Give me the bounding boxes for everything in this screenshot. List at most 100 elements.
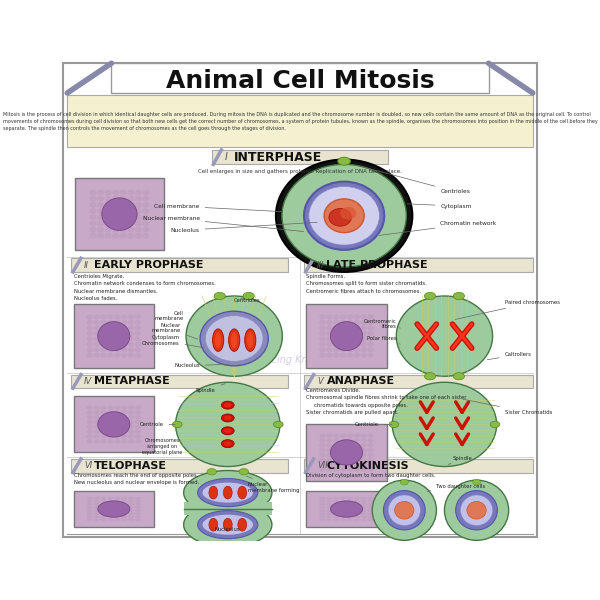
- Ellipse shape: [134, 410, 141, 415]
- Ellipse shape: [326, 509, 332, 512]
- Text: Nucleolus: Nucleolus: [170, 223, 317, 233]
- Ellipse shape: [347, 506, 353, 509]
- Ellipse shape: [114, 503, 121, 506]
- Ellipse shape: [326, 462, 332, 467]
- Ellipse shape: [114, 512, 121, 515]
- Ellipse shape: [353, 462, 360, 467]
- Ellipse shape: [333, 314, 340, 319]
- Ellipse shape: [319, 457, 326, 462]
- Ellipse shape: [319, 443, 326, 448]
- Ellipse shape: [424, 292, 436, 299]
- Ellipse shape: [112, 190, 119, 196]
- Ellipse shape: [107, 512, 113, 515]
- Ellipse shape: [326, 325, 332, 331]
- Ellipse shape: [205, 316, 263, 361]
- Ellipse shape: [333, 320, 340, 325]
- Ellipse shape: [247, 332, 253, 348]
- Ellipse shape: [127, 202, 134, 208]
- Ellipse shape: [340, 457, 346, 462]
- Ellipse shape: [89, 202, 97, 208]
- Ellipse shape: [134, 342, 141, 347]
- Bar: [304, 374, 533, 388]
- Ellipse shape: [142, 196, 149, 202]
- Ellipse shape: [94, 430, 100, 434]
- Ellipse shape: [319, 448, 326, 452]
- Ellipse shape: [340, 438, 346, 443]
- Text: Spindle: Spindle: [448, 455, 472, 464]
- Ellipse shape: [340, 325, 346, 331]
- Ellipse shape: [333, 342, 340, 347]
- Ellipse shape: [100, 430, 107, 434]
- Ellipse shape: [197, 479, 258, 506]
- Ellipse shape: [202, 482, 253, 503]
- Ellipse shape: [361, 457, 367, 462]
- Ellipse shape: [128, 506, 134, 509]
- Text: Cell enlarges in size and gathers proteins. Replication of DNA takes place.: Cell enlarges in size and gathers protei…: [198, 169, 402, 174]
- Ellipse shape: [119, 221, 127, 226]
- Ellipse shape: [119, 196, 127, 202]
- Ellipse shape: [367, 515, 374, 518]
- Ellipse shape: [340, 342, 346, 347]
- Ellipse shape: [100, 342, 107, 347]
- Ellipse shape: [94, 509, 100, 512]
- Ellipse shape: [319, 500, 326, 503]
- Ellipse shape: [86, 509, 93, 512]
- Text: VII: VII: [317, 461, 328, 470]
- Ellipse shape: [319, 512, 326, 515]
- Ellipse shape: [104, 208, 112, 214]
- Ellipse shape: [347, 509, 353, 512]
- Ellipse shape: [347, 500, 353, 503]
- Ellipse shape: [333, 452, 340, 457]
- Ellipse shape: [100, 500, 107, 503]
- Ellipse shape: [490, 421, 500, 428]
- Ellipse shape: [367, 353, 374, 358]
- Ellipse shape: [361, 512, 367, 515]
- Ellipse shape: [326, 515, 332, 518]
- Ellipse shape: [304, 182, 384, 250]
- Ellipse shape: [324, 199, 364, 233]
- Ellipse shape: [319, 353, 326, 358]
- Ellipse shape: [128, 331, 134, 336]
- Ellipse shape: [340, 314, 346, 319]
- Ellipse shape: [326, 443, 332, 448]
- Ellipse shape: [97, 202, 104, 208]
- Ellipse shape: [102, 198, 137, 230]
- Ellipse shape: [207, 542, 217, 549]
- Ellipse shape: [367, 462, 374, 467]
- Ellipse shape: [127, 190, 134, 196]
- Ellipse shape: [134, 500, 141, 503]
- Ellipse shape: [114, 420, 121, 424]
- Text: Caltrollers: Caltrollers: [487, 352, 532, 360]
- Ellipse shape: [104, 196, 112, 202]
- Text: I: I: [224, 152, 227, 162]
- Ellipse shape: [134, 420, 141, 424]
- Ellipse shape: [114, 500, 121, 503]
- Ellipse shape: [142, 227, 149, 232]
- Ellipse shape: [104, 227, 112, 232]
- Ellipse shape: [94, 425, 100, 429]
- Ellipse shape: [100, 515, 107, 518]
- Ellipse shape: [134, 497, 141, 500]
- Ellipse shape: [114, 415, 121, 419]
- Ellipse shape: [331, 440, 362, 465]
- Ellipse shape: [229, 329, 240, 352]
- Ellipse shape: [347, 314, 353, 319]
- Ellipse shape: [107, 314, 113, 319]
- Ellipse shape: [86, 314, 93, 319]
- Ellipse shape: [329, 209, 352, 226]
- Ellipse shape: [367, 509, 374, 512]
- Ellipse shape: [333, 443, 340, 448]
- Ellipse shape: [367, 503, 374, 506]
- Ellipse shape: [128, 320, 134, 325]
- Text: Centrioles: Centrioles: [234, 298, 261, 302]
- Ellipse shape: [107, 506, 113, 509]
- Ellipse shape: [367, 443, 374, 448]
- Ellipse shape: [134, 320, 141, 325]
- Ellipse shape: [333, 325, 340, 331]
- Ellipse shape: [340, 500, 346, 503]
- Ellipse shape: [353, 512, 360, 515]
- Ellipse shape: [353, 497, 360, 500]
- Ellipse shape: [100, 336, 107, 341]
- Ellipse shape: [86, 497, 93, 500]
- Ellipse shape: [340, 467, 346, 472]
